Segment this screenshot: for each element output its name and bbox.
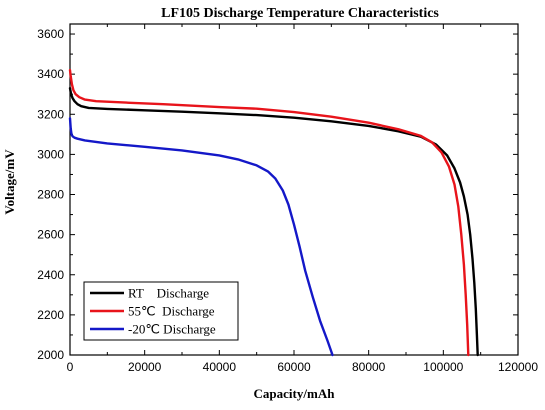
x-tick-label: 80000: [352, 360, 386, 374]
series-line-20-discharge: [68, 117, 334, 357]
y-tick-label: 2800: [37, 188, 64, 202]
x-tick-label: 20000: [128, 360, 162, 374]
chart-title: LF105 Discharge Temperature Characterist…: [161, 6, 439, 21]
legend-label: -20℃ Discharge: [128, 322, 216, 337]
x-axis-title: Capacity/mAh: [254, 386, 336, 401]
series-line-rt-discharge: [68, 86, 479, 357]
legend: RT Discharge 55℃ Discharge -20℃ Discharge: [83, 281, 239, 341]
x-tick-label: 0: [67, 360, 74, 374]
y-axis: 2000 2200 2400 2600 2800 3000 3200 3400 3600: [37, 27, 518, 362]
y-tick-label: 3400: [37, 67, 64, 81]
y-tick-label: 2600: [37, 228, 64, 242]
legend-label: 55℃ Discharge: [128, 304, 215, 319]
x-tick-label: 60000: [277, 360, 311, 374]
legend-label: RT Discharge: [128, 286, 209, 301]
y-tick-label: 3000: [37, 147, 64, 161]
series-lines: [68, 68, 479, 357]
y-tick-label: 2400: [37, 268, 64, 282]
x-tick-label: 120000: [498, 360, 538, 374]
x-axis: 0 20000 40000 60000 80000 100000 120000: [67, 24, 538, 374]
y-tick-label: 2000: [37, 348, 64, 362]
x-tick-label: 40000: [203, 360, 237, 374]
y-tick-label: 3200: [37, 107, 64, 121]
y-axis-title: Voltage/mV: [2, 149, 17, 215]
y-tick-label: 3600: [37, 27, 64, 41]
x-tick-label: 100000: [423, 360, 463, 374]
series-line-55-discharge: [68, 68, 470, 357]
y-tick-label: 2200: [37, 308, 64, 322]
